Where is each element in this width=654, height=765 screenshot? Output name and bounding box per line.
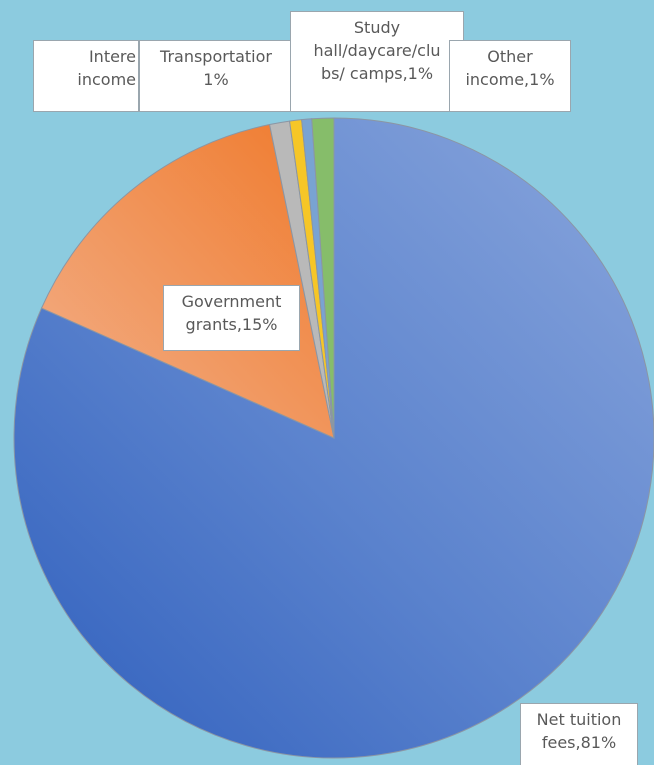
data-label-transportation: Transportatior 1% xyxy=(139,40,293,112)
label-line: 1% xyxy=(203,70,229,89)
label-line: Study xyxy=(353,18,401,37)
label-line: Government xyxy=(181,292,282,311)
data-label-government-grants: Government grants,15% xyxy=(163,285,300,351)
label-line: fees,81% xyxy=(541,733,617,752)
label-line: Intere xyxy=(88,47,136,66)
data-label-interest-income: Intere income xyxy=(33,40,139,112)
label-line: bs/ camps,1% xyxy=(320,64,434,83)
data-label-other-income: Other income,1% xyxy=(449,40,571,112)
label-line: Other xyxy=(487,47,533,66)
label-line: income xyxy=(77,70,136,89)
label-line: hall/daycare/clu xyxy=(313,41,441,60)
label-line: Transportatior xyxy=(160,47,272,66)
label-line: Net tuition xyxy=(536,710,622,729)
data-label-study-hall: Study hall/daycare/clu bs/ camps,1% xyxy=(290,11,464,112)
pie-slice-government-grants xyxy=(40,123,335,439)
pie-slice-other-income xyxy=(311,117,335,439)
label-line: income,1% xyxy=(465,70,555,89)
data-label-net-tuition: Net tuition fees,81% xyxy=(520,703,638,765)
label-line: grants,15% xyxy=(185,315,278,334)
